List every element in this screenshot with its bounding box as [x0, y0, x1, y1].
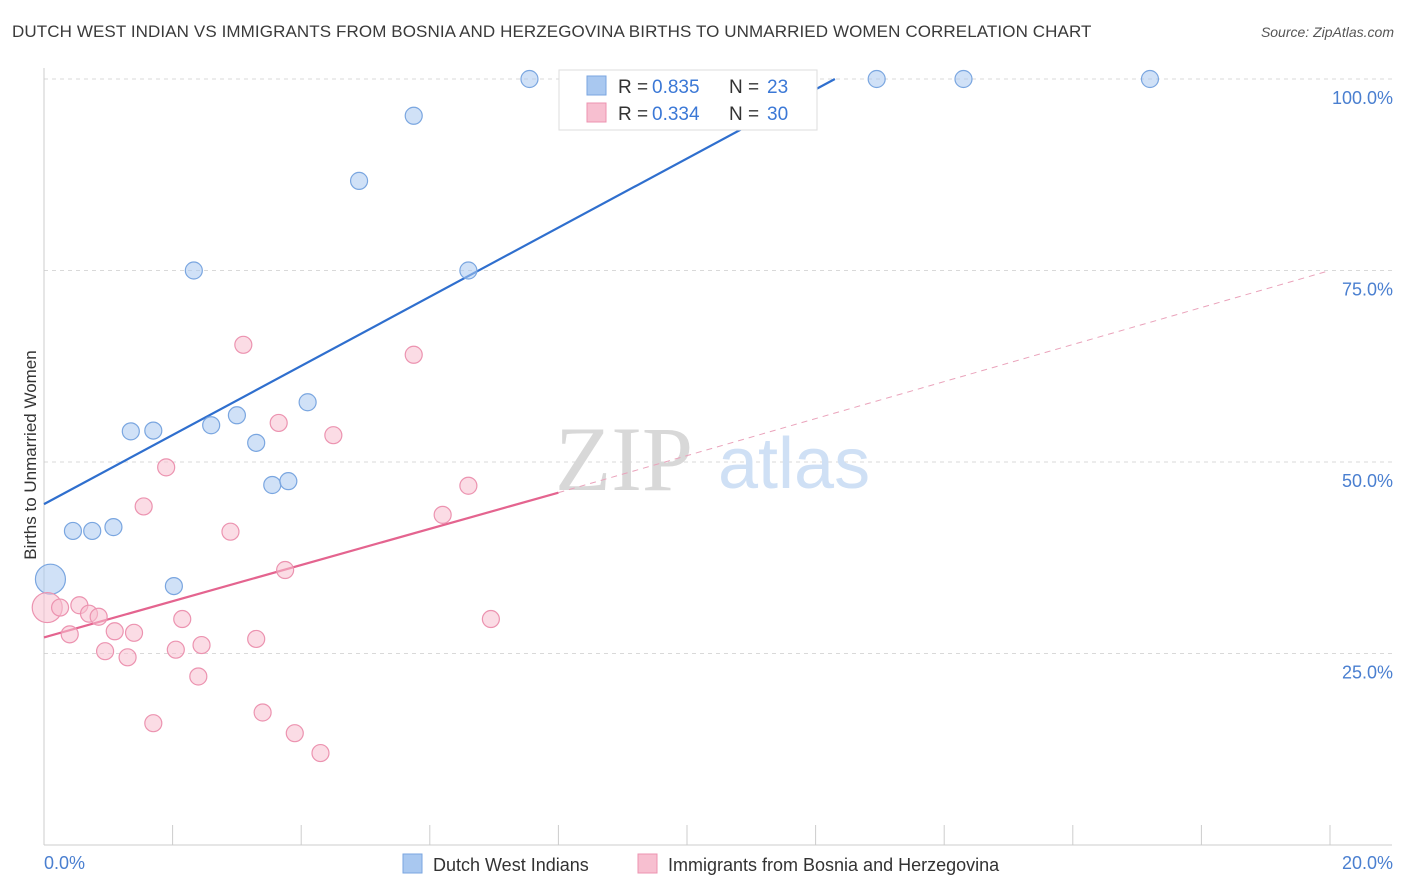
- stats-n-label-1: N =: [729, 77, 759, 98]
- data-point-dutch-west-indians: [349, 171, 369, 190]
- grid-layer: [44, 78, 1392, 654]
- chart-title: DUTCH WEST INDIAN VS IMMIGRANTS FROM BOS…: [12, 22, 1092, 41]
- points-layer: [31, 69, 1160, 763]
- watermark-zip: ZIP: [555, 408, 693, 510]
- data-point-bosnia-herzegovina: [253, 703, 272, 722]
- stats-n-label-2: N =: [729, 104, 759, 125]
- data-point-bosnia-herzegovina: [173, 609, 192, 629]
- data-point-bosnia-herzegovina: [285, 724, 304, 743]
- data-point-dutch-west-indians: [298, 393, 317, 412]
- data-point-bosnia-herzegovina: [105, 622, 124, 641]
- data-point-dutch-west-indians: [227, 406, 246, 425]
- data-point-bosnia-herzegovina: [481, 609, 500, 629]
- x-tick-label: 20.0%: [1342, 853, 1393, 873]
- data-point-dutch-west-indians: [247, 433, 266, 452]
- data-point-dutch-west-indians: [954, 69, 973, 89]
- data-point-dutch-west-indians: [404, 106, 423, 125]
- legend-label-bosnia-herzegovina: Immigrants from Bosnia and Herzegovina: [668, 855, 1000, 875]
- stats-r-label-1: R =: [618, 77, 648, 98]
- data-point-bosnia-herzegovina: [124, 623, 144, 642]
- data-point-bosnia-herzegovina: [118, 648, 137, 667]
- data-point-dutch-west-indians: [144, 421, 163, 440]
- data-point-dutch-west-indians: [83, 521, 102, 541]
- data-point-dutch-west-indians: [164, 576, 183, 596]
- stats-legend-swatch-pink: [586, 102, 607, 123]
- data-point-bosnia-herzegovina: [89, 607, 108, 626]
- data-point-bosnia-herzegovina: [50, 598, 70, 617]
- watermark: ZIP atlas: [555, 408, 870, 510]
- legend-swatch-dutch-west-indians: [402, 853, 423, 874]
- data-point-dutch-west-indians: [63, 521, 83, 541]
- stats-legend: R = 0.835 N = 23 R = 0.334 N = 30: [558, 69, 818, 131]
- data-point-bosnia-herzegovina: [134, 497, 153, 516]
- data-point-dutch-west-indians: [184, 261, 203, 280]
- legend-swatch-bosnia-herzegovina: [637, 853, 658, 874]
- data-point-bosnia-herzegovina: [311, 743, 330, 763]
- data-point-bosnia-herzegovina: [144, 714, 163, 733]
- data-point-dutch-west-indians: [867, 69, 886, 89]
- stats-n-value-2: 30: [767, 104, 788, 125]
- data-point-bosnia-herzegovina: [269, 413, 288, 433]
- stats-r-value-1: 0.835: [652, 77, 700, 98]
- y-tick-label: 75.0%: [1342, 280, 1393, 300]
- data-point-dutch-west-indians: [202, 416, 221, 435]
- data-point-dutch-west-indians: [279, 472, 298, 491]
- data-point-bosnia-herzegovina: [192, 635, 211, 655]
- data-point-bosnia-herzegovina: [459, 476, 478, 495]
- y-tick-label: 100.0%: [1332, 88, 1393, 108]
- data-point-dutch-west-indians: [104, 518, 123, 537]
- data-point-bosnia-herzegovina: [157, 458, 176, 477]
- data-point-bosnia-herzegovina: [324, 426, 343, 445]
- stats-n-value-1: 23: [767, 77, 788, 98]
- data-point-dutch-west-indians: [459, 261, 478, 280]
- y-tick-label: 25.0%: [1342, 663, 1393, 683]
- data-point-dutch-west-indians: [34, 563, 67, 595]
- data-point-dutch-west-indians: [121, 422, 140, 441]
- data-point-bosnia-herzegovina: [221, 522, 240, 541]
- legend-label-dutch-west-indians: Dutch West Indians: [433, 855, 589, 875]
- data-point-bosnia-herzegovina: [189, 667, 208, 686]
- y-tick-label: 50.0%: [1342, 471, 1393, 491]
- data-point-bosnia-herzegovina: [276, 560, 295, 580]
- data-point-bosnia-herzegovina: [95, 642, 115, 661]
- stats-r-value-2: 0.334: [652, 104, 700, 125]
- x-tick-label: 0.0%: [44, 853, 85, 873]
- axis-layer: 25.0% 50.0% 75.0% 100.0% 0.0% 20.0%: [43, 68, 1393, 873]
- data-point-dutch-west-indians: [263, 475, 282, 495]
- watermark-atlas: atlas: [718, 424, 870, 504]
- series-legend: Dutch West Indians Immigrants from Bosni…: [402, 853, 1000, 875]
- y-axis-label: Births to Unmarried Women: [21, 350, 40, 559]
- data-point-bosnia-herzegovina: [166, 640, 185, 659]
- data-point-dutch-west-indians: [520, 69, 539, 89]
- data-point-dutch-west-indians: [1140, 69, 1160, 89]
- data-point-bosnia-herzegovina: [60, 625, 79, 644]
- source-label: Source: ZipAtlas.com: [1260, 24, 1394, 40]
- data-point-bosnia-herzegovina: [404, 345, 423, 364]
- data-point-bosnia-herzegovina: [247, 629, 266, 649]
- trend-line: [43, 78, 836, 506]
- trend-layer: [43, 78, 1331, 639]
- trend-line-extension: [558, 270, 1331, 494]
- stats-r-label-2: R =: [618, 104, 648, 125]
- trend-line: [43, 491, 559, 639]
- stats-legend-swatch-blue: [586, 75, 607, 96]
- data-point-bosnia-herzegovina: [234, 335, 253, 354]
- data-point-bosnia-herzegovina: [433, 505, 452, 524]
